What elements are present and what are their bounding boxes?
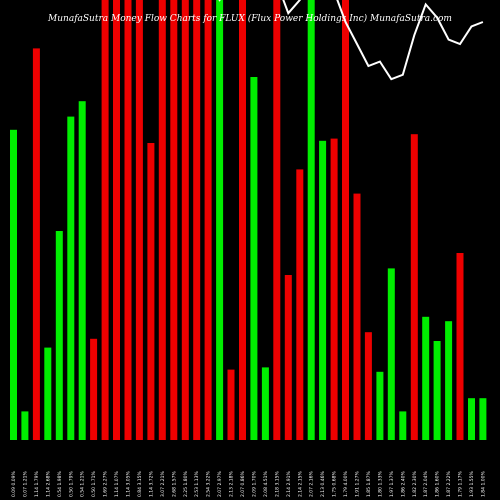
x-tick-label: 2.14 2.91% bbox=[286, 471, 292, 497]
bar-8 bbox=[90, 338, 98, 440]
bar-24 bbox=[273, 0, 281, 440]
bar-35 bbox=[399, 411, 407, 440]
bar-12 bbox=[135, 0, 143, 440]
x-tick-label: 2.54 3.22% bbox=[206, 471, 212, 497]
bar-16 bbox=[181, 0, 189, 440]
x-tick-label: 0.54 1.98% bbox=[57, 471, 63, 497]
x-tick-label: 2.53 1.13% bbox=[194, 471, 200, 497]
bar-39 bbox=[445, 321, 453, 440]
bar-14 bbox=[158, 0, 166, 440]
bar-33 bbox=[376, 371, 384, 440]
bar-group bbox=[10, 0, 487, 441]
x-tick-label: 3.07 2.21% bbox=[160, 471, 166, 497]
money-flow-line bbox=[218, 0, 484, 81]
bar-18 bbox=[204, 0, 212, 440]
bar-38 bbox=[433, 341, 441, 440]
bar-23 bbox=[261, 367, 269, 440]
x-tick-label: 1.14 2.68% bbox=[45, 471, 51, 497]
x-tick-label: 2.18 3.15% bbox=[274, 471, 280, 497]
bar-34 bbox=[387, 268, 395, 440]
x-tick-label: 2.68 1.57% bbox=[171, 471, 177, 497]
x-tick-label: 1.86 2.40% bbox=[400, 471, 406, 497]
bar-6 bbox=[67, 116, 75, 440]
x-tick-label: 2.25 1.80% bbox=[183, 471, 189, 497]
x-tick-label: 1.85 1.87% bbox=[366, 471, 372, 497]
x-tick-label: 0.84 3.15% bbox=[137, 471, 143, 497]
bar-27 bbox=[307, 0, 315, 440]
x-tick-label: 1.82 2.30% bbox=[412, 471, 418, 497]
bar-22 bbox=[250, 77, 258, 440]
bar-40 bbox=[456, 253, 464, 440]
bar-19 bbox=[216, 0, 224, 440]
x-tick-label: 2.09 1.70% bbox=[251, 471, 257, 497]
x-tick-label: 1.91 1.27% bbox=[355, 471, 361, 497]
x-tick-label: 2.14 2.15% bbox=[297, 471, 303, 497]
x-tick-label: 1.84 1.00% bbox=[480, 471, 486, 497]
x-tick-label: 1.69 2.27% bbox=[103, 471, 109, 497]
x-tick-label: 1.93 1.55% bbox=[469, 471, 475, 497]
bar-13 bbox=[147, 143, 155, 440]
x-tick-label: 1.79 1.17% bbox=[458, 471, 464, 497]
bar-10 bbox=[113, 0, 120, 440]
bar-32 bbox=[364, 332, 372, 440]
bar-5 bbox=[55, 231, 63, 440]
bar-7 bbox=[78, 101, 86, 440]
x-tick-label: 1.75 0.68% bbox=[332, 471, 338, 497]
bar-3 bbox=[32, 48, 40, 441]
x-tick-label: 1.87 2.22% bbox=[446, 471, 452, 497]
bar-31 bbox=[353, 193, 361, 440]
x-tick-label: 0.54 1.21% bbox=[80, 471, 86, 497]
x-tick-label: 1.14 1.79% bbox=[34, 471, 40, 497]
chart-title: MunafaSutra Money Flow Charts for FLUX (… bbox=[47, 13, 452, 24]
x-tick-label: 0.50 1.71% bbox=[91, 471, 97, 497]
bar-9 bbox=[101, 0, 109, 440]
bar-4 bbox=[44, 347, 52, 440]
bar-36 bbox=[410, 134, 418, 440]
bar-1 bbox=[10, 129, 17, 441]
bar-2 bbox=[21, 411, 29, 440]
x-tick-label: 2.13 2.18% bbox=[229, 471, 235, 497]
bar-25 bbox=[284, 275, 292, 440]
bar-30 bbox=[342, 0, 349, 440]
x-tick-label: 0.07 1.21% bbox=[22, 471, 28, 497]
bar-21 bbox=[239, 0, 246, 440]
x-tick-label: 1.79 4.00% bbox=[343, 471, 349, 497]
bar-17 bbox=[193, 0, 201, 440]
bar-28 bbox=[319, 140, 327, 441]
x-tick-label: 1.80 1.33% bbox=[377, 471, 383, 497]
x-tick-label: 2.07 2.97% bbox=[217, 471, 223, 497]
x-tick-label: 2.07 2.16% bbox=[309, 471, 315, 497]
bar-26 bbox=[296, 169, 304, 440]
x-tick-label: 0.50 1.79% bbox=[68, 471, 74, 497]
x-tick-label: 0.09 0.09% bbox=[11, 471, 17, 497]
x-tick-label: 1.97 1.37% bbox=[389, 471, 395, 497]
bar-29 bbox=[330, 138, 338, 440]
x-tick-label: 1.14 3.05% bbox=[126, 471, 132, 497]
bar-15 bbox=[170, 0, 178, 440]
x-tick-label: 1.14 1.07% bbox=[114, 471, 120, 497]
x-tick-label: 1.86 1.60% bbox=[435, 471, 441, 497]
x-tick-label: 2.08 4.51% bbox=[263, 471, 269, 497]
bar-41 bbox=[468, 398, 475, 440]
bar-20 bbox=[227, 369, 235, 440]
x-tick-label: 1.87 2.04% bbox=[423, 471, 429, 497]
bar-37 bbox=[422, 316, 430, 440]
tick-label-group: 0.09 0.09% 0.07 1.21% 1.14 1.79% 1.14 2.68%… bbox=[11, 471, 486, 497]
x-tick-label: 2.13 0.46% bbox=[320, 471, 326, 497]
bar-11 bbox=[124, 0, 132, 440]
bar-42 bbox=[479, 398, 487, 440]
x-tick-label: 1.14 3.72% bbox=[148, 471, 154, 497]
x-tick-label: 2.07 0.86% bbox=[240, 471, 246, 497]
